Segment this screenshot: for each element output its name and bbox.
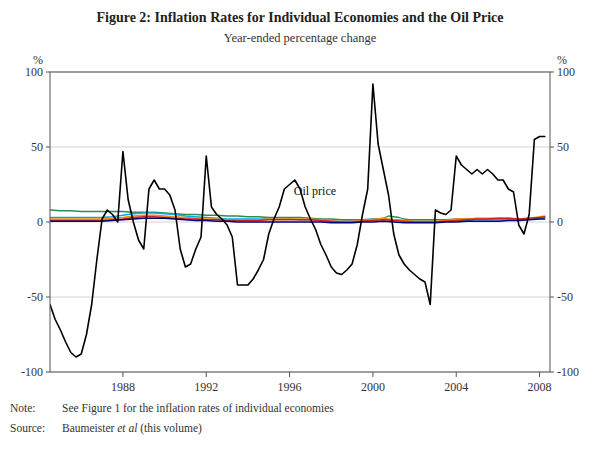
x-tick bbox=[289, 372, 290, 377]
y-tick bbox=[46, 222, 50, 223]
y2-tick-label: 100 bbox=[557, 65, 575, 79]
source-part: et al bbox=[117, 422, 137, 434]
grid-line bbox=[50, 147, 550, 148]
y-axis: -100 -50 0 50 100% bbox=[21, 53, 50, 379]
source-text: Baumeister et al (this volume) bbox=[62, 422, 202, 435]
y2-tick bbox=[550, 297, 554, 298]
grid-line bbox=[50, 297, 550, 298]
title: Figure 2: Inflation Rates for Individual… bbox=[96, 10, 503, 25]
x-axis: 1988 1992 1996 2000 2004 2008 bbox=[111, 372, 552, 394]
x-tick-label: 1988 bbox=[111, 380, 135, 394]
x-tick bbox=[539, 372, 540, 377]
y-tick-label: 100 bbox=[25, 65, 43, 79]
subtitle: Year-ended percentage change bbox=[224, 31, 377, 45]
x-tick bbox=[122, 372, 123, 377]
x-tick-label: 1996 bbox=[278, 380, 302, 394]
y-tick-label: 0 bbox=[37, 215, 43, 229]
y2-tick-label: -100 bbox=[557, 365, 579, 379]
y2-tick-label: 0 bbox=[557, 215, 563, 229]
x-tick-label: 1992 bbox=[194, 380, 218, 394]
y2-axis: -100 -50 0 50 100% bbox=[550, 53, 579, 379]
note: Note: See Figure 1 for the inflation rate… bbox=[10, 402, 334, 415]
y2-tick bbox=[550, 372, 554, 373]
series-line bbox=[50, 215, 545, 221]
y-tick-label: -50 bbox=[27, 290, 43, 304]
y2-axis-label: % bbox=[557, 53, 567, 67]
chart: Figure 2: Inflation Rates for Individual… bbox=[0, 0, 600, 476]
annotation: Oil price bbox=[294, 184, 336, 198]
x-tick bbox=[372, 372, 373, 377]
y-tick bbox=[46, 147, 50, 148]
note-label: Note: bbox=[10, 402, 36, 414]
y2-tick-label: -50 bbox=[557, 290, 573, 304]
series-line bbox=[50, 217, 545, 222]
y-tick bbox=[46, 372, 50, 373]
y2-tick bbox=[550, 147, 554, 148]
series-line bbox=[50, 218, 545, 223]
x-tick-label: 2004 bbox=[444, 380, 468, 394]
y-tick bbox=[46, 72, 50, 73]
y-axis-label: % bbox=[33, 53, 43, 67]
source-part: Baumeister bbox=[62, 422, 117, 434]
y-tick-label: -100 bbox=[21, 365, 43, 379]
y-tick bbox=[46, 297, 50, 298]
grid bbox=[50, 72, 550, 372]
plot-frame bbox=[50, 72, 550, 372]
x-tick bbox=[206, 372, 207, 377]
y2-tick-label: 50 bbox=[557, 140, 569, 154]
y-tick-label: 50 bbox=[31, 140, 43, 154]
y2-tick bbox=[550, 222, 554, 223]
source-part: (this volume) bbox=[137, 422, 202, 435]
x-tick-label: 2008 bbox=[528, 380, 552, 394]
source: Source: Baumeister et al (this volume) bbox=[10, 422, 202, 435]
x-tick-label: 2000 bbox=[361, 380, 385, 394]
x-tick bbox=[456, 372, 457, 377]
plot-area bbox=[50, 84, 545, 357]
note-text: See Figure 1 for the inflation rates of … bbox=[62, 402, 334, 415]
series-line bbox=[50, 84, 545, 357]
source-label: Source: bbox=[10, 422, 45, 434]
y2-tick bbox=[550, 72, 554, 73]
